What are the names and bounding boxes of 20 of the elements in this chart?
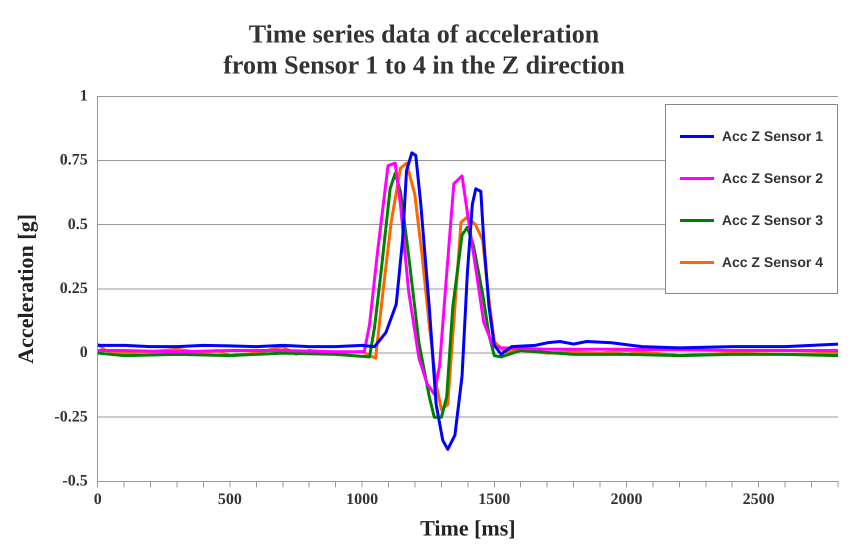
y-tick-label: -0.5: [62, 472, 88, 490]
y-tick-label: 0.25: [60, 280, 88, 298]
legend-label: Acc Z Sensor 3: [722, 212, 823, 228]
legend-label: Acc Z Sensor 2: [722, 170, 823, 186]
y-tick-label: 0.75: [60, 152, 88, 169]
y-axis-title: Acceleration [g]: [12, 214, 38, 364]
y-tick-label: -0.25: [54, 408, 88, 426]
x-tick-label: 500: [218, 491, 242, 508]
legend-label: Acc Z Sensor 4: [722, 254, 823, 270]
chart-title: Time series data of acceleration from Sensor 1 to 4 in the Z direction: [223, 19, 626, 80]
y-tick-label: 1: [80, 88, 88, 105]
x-tick-label: 1000: [346, 491, 378, 508]
x-tick-label: 2500: [742, 491, 775, 508]
y-tick-label: 0.5: [68, 216, 88, 233]
x-tick-label: 0: [94, 491, 102, 508]
y-tick-label: 0: [80, 344, 88, 362]
x-axis-title: Time [ms]: [420, 515, 516, 540]
x-tick-label: 1500: [478, 491, 510, 508]
legend-label: Acc Z Sensor 1: [722, 128, 823, 144]
x-tick-label: 2000: [610, 491, 642, 508]
